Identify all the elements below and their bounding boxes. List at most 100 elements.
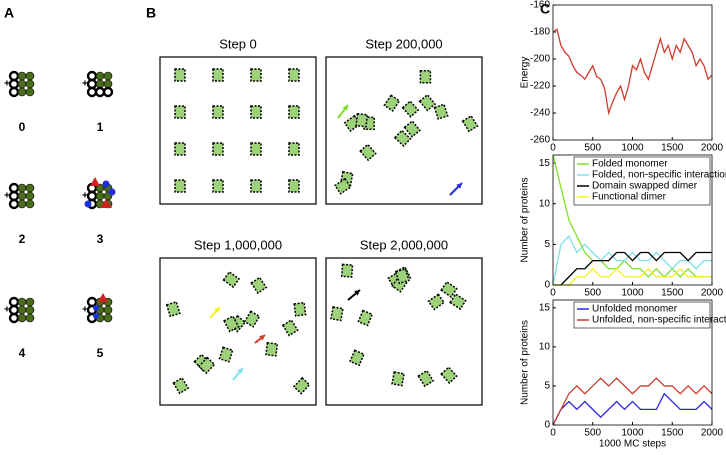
legend-label: Folded monomer <box>592 159 668 170</box>
protein <box>250 105 262 119</box>
x-tick-label: 500 <box>584 288 601 299</box>
protein-body <box>403 120 421 138</box>
protein-body <box>288 179 300 193</box>
protein <box>393 129 412 148</box>
x-tick-label: 1000 <box>621 143 644 154</box>
y-axis-label: Energy <box>520 57 531 89</box>
residue <box>8 312 20 324</box>
x-tick-label: 1500 <box>661 143 684 154</box>
legend-box <box>573 301 711 329</box>
residue <box>17 183 27 193</box>
blue-dot <box>84 200 92 208</box>
protein <box>165 300 181 318</box>
protein <box>334 177 352 195</box>
protein-body <box>250 179 262 193</box>
protein-body <box>212 179 224 193</box>
y-tick-label: -200 <box>530 54 550 65</box>
protein <box>403 120 421 138</box>
protein <box>349 349 365 367</box>
protein <box>265 341 279 357</box>
icon-label: 1 <box>97 120 104 134</box>
x-tick-label: 500 <box>584 143 601 154</box>
protein <box>394 267 410 285</box>
y-tick-label: -260 <box>530 135 550 146</box>
residue <box>25 79 35 89</box>
protein <box>172 376 190 395</box>
protein-body <box>349 349 365 367</box>
protein <box>355 112 369 128</box>
series-line <box>552 392 713 426</box>
x-tick-label: 1000 <box>621 428 644 439</box>
y-tick-label: 0 <box>544 420 550 431</box>
protein <box>212 142 224 156</box>
residue <box>25 313 35 323</box>
series-line <box>552 377 713 426</box>
protein <box>174 179 186 193</box>
protein <box>174 68 186 82</box>
y-tick-label: 10 <box>539 198 551 209</box>
x-tick-label: 0 <box>550 143 556 154</box>
protein <box>212 68 224 82</box>
protein <box>197 356 216 375</box>
protein <box>212 179 224 193</box>
axes-frame <box>552 4 713 141</box>
legend-label: Folded, non-specific interactions <box>592 170 726 181</box>
protein-body <box>172 376 190 395</box>
protein-body <box>281 319 299 337</box>
protein-body <box>419 69 432 84</box>
y-axis-label: Number of proteins <box>520 320 531 405</box>
series-line <box>552 28 713 116</box>
protein-body <box>440 280 458 298</box>
residue <box>17 71 27 81</box>
triangle <box>100 199 112 208</box>
protein <box>357 309 374 327</box>
protein-body <box>357 309 374 327</box>
residue <box>25 297 35 307</box>
legend-label: Domain swapped dimer <box>592 181 698 192</box>
protein-body <box>433 103 449 120</box>
residue <box>8 296 20 308</box>
protein-body <box>243 310 261 328</box>
y-tick-label: -240 <box>530 108 550 119</box>
blue-dot <box>93 305 99 311</box>
x-tick-label: 2000 <box>701 428 724 439</box>
triangle <box>98 293 108 302</box>
residue <box>17 87 27 97</box>
legend-label: Unfolded, non-specific interactions <box>592 315 726 326</box>
icon-label: 3 <box>97 232 104 246</box>
snapshot-title: Step 0 <box>219 36 257 51</box>
icon-label: 2 <box>19 232 26 246</box>
series-line <box>552 235 712 286</box>
protein <box>383 94 401 112</box>
residue <box>103 313 113 323</box>
protein-body <box>355 112 369 128</box>
y-axis-label: Number of proteins <box>520 177 531 262</box>
protein-body <box>461 114 479 133</box>
protein-body <box>174 105 186 119</box>
residue <box>25 191 35 201</box>
protein <box>433 103 449 120</box>
icon-label: 0 <box>19 120 26 134</box>
protein <box>293 301 307 317</box>
residue <box>17 297 27 307</box>
protein <box>288 179 300 193</box>
arrow-head <box>354 290 360 296</box>
protein-body <box>174 179 186 193</box>
residue <box>8 86 20 98</box>
protein <box>223 315 240 333</box>
plus: + <box>4 79 10 90</box>
protein-body <box>165 300 181 318</box>
residue <box>17 305 27 315</box>
protein-body <box>250 142 262 156</box>
protein <box>330 306 344 322</box>
protein <box>243 310 261 328</box>
residue <box>25 87 35 97</box>
protein-body <box>288 142 300 156</box>
legend-label: Unfolded monomer <box>592 304 678 315</box>
residue <box>8 198 20 210</box>
protein <box>218 346 234 363</box>
protein <box>340 263 354 278</box>
protein-body <box>401 100 420 118</box>
protein-body <box>174 142 186 156</box>
protein-body <box>340 263 354 278</box>
